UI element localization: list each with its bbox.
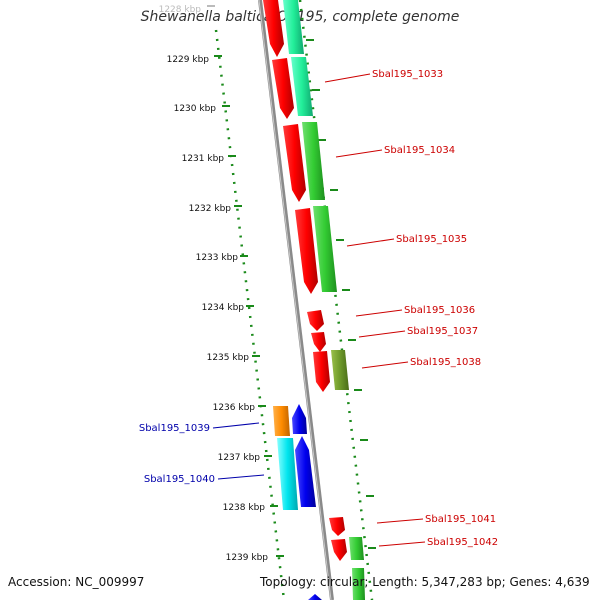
tick-label: 1232 kbp <box>189 204 232 214</box>
tick-group-1233: 1233 kbp <box>196 253 248 263</box>
tick-group-1234: 1234 kbp <box>202 303 254 313</box>
gene-block-teal[interactable] <box>291 57 313 116</box>
gene-block-green[interactable] <box>352 568 365 600</box>
gene-label-sbal195-1035[interactable]: Sbal195_1035 <box>396 234 467 245</box>
tick-group-1231: 1231 kbp <box>182 154 236 164</box>
leader-lines-reverse <box>212 422 265 480</box>
gene-label-sbal195-1040[interactable]: Sbal195_1040 <box>144 474 215 485</box>
genome-backbone-highlight <box>258 0 332 600</box>
tick-label: 1230 kbp <box>174 104 217 114</box>
tick-label: 1238 kbp <box>223 503 266 513</box>
gene-arrow-red[interactable] <box>329 517 345 536</box>
gene-arrow-red[interactable] <box>307 310 324 331</box>
accession-text: Accession: NC_009997 <box>8 575 145 589</box>
strand-tick-marks <box>306 39 376 549</box>
genome-title: Shewanella baltica OS195, complete genom… <box>140 9 460 25</box>
gene-arrow-red[interactable] <box>263 0 284 57</box>
gene-arrow-blue[interactable] <box>292 404 307 434</box>
tick-group-1232: 1232 kbp <box>189 204 242 214</box>
tick-label: 1231 kbp <box>182 154 225 164</box>
tick-label: 1228 kbp <box>159 5 202 15</box>
gene-label-sbal195-1042[interactable]: Sbal195_1042 <box>427 537 498 548</box>
tick-group-1229: 1229 kbp <box>167 55 222 65</box>
gene-arrow-blue[interactable] <box>308 594 322 600</box>
gene-label-sbal195-1034[interactable]: Sbal195_1034 <box>384 145 455 156</box>
strand-guide <box>298 0 374 600</box>
gene-block-cyan[interactable] <box>277 438 298 510</box>
gene-arrow-blue[interactable] <box>295 436 316 507</box>
tick-group-1228: 1228 kbp <box>159 5 215 15</box>
tick-label: 1234 kbp <box>202 303 245 313</box>
tick-label: 1229 kbp <box>167 55 210 65</box>
gene-label-sbal195-1033[interactable]: Sbal195_1033 <box>372 69 443 80</box>
gene-arrow-red[interactable] <box>311 332 326 352</box>
gene-block-green[interactable] <box>313 206 337 292</box>
gene-label-sbal195-1036[interactable]: Sbal195_1036 <box>404 305 475 316</box>
tick-group-1235: 1235 kbp <box>207 353 260 363</box>
tick-label: 1239 kbp <box>226 553 269 563</box>
gene-label-sbal195-1038[interactable]: Sbal195_1038 <box>410 357 481 368</box>
gene-arrow-red[interactable] <box>313 351 330 392</box>
gene-block-orange[interactable] <box>273 406 290 436</box>
tick-label: 1236 kbp <box>213 403 256 413</box>
tick-group-1230: 1230 kbp <box>174 104 230 114</box>
topology-text: Topology: circular; Length: 5,347,283 bp… <box>260 575 590 589</box>
gene-arrow-red[interactable] <box>272 58 294 119</box>
tick-group-1239: 1239 kbp <box>226 553 284 563</box>
tick-group-1236: 1236 kbp <box>213 403 266 413</box>
tick-label: 1233 kbp <box>196 253 239 263</box>
gene-label-sbal195-1041[interactable]: Sbal195_1041 <box>425 514 496 525</box>
tick-label: 1235 kbp <box>207 353 250 363</box>
tick-group-1237: 1237 kbp <box>218 453 272 463</box>
gene-block-teal[interactable] <box>283 0 304 54</box>
gene-arrow-red[interactable] <box>295 208 318 294</box>
gene-block-green[interactable] <box>349 537 364 560</box>
tick-group-1238: 1238 kbp <box>223 503 278 513</box>
gene-arrow-red[interactable] <box>283 124 306 202</box>
gene-label-sbal195-1039[interactable]: Sbal195_1039 <box>139 423 210 434</box>
genome-backbone <box>258 0 334 600</box>
tick-label: 1237 kbp <box>218 453 261 463</box>
gene-label-sbal195-1037[interactable]: Sbal195_1037 <box>407 326 478 337</box>
gene-block-green[interactable] <box>302 122 325 200</box>
gene-block-olive[interactable] <box>331 350 349 390</box>
leader-lines-forward <box>324 73 426 547</box>
gene-arrow-red[interactable] <box>331 539 347 561</box>
